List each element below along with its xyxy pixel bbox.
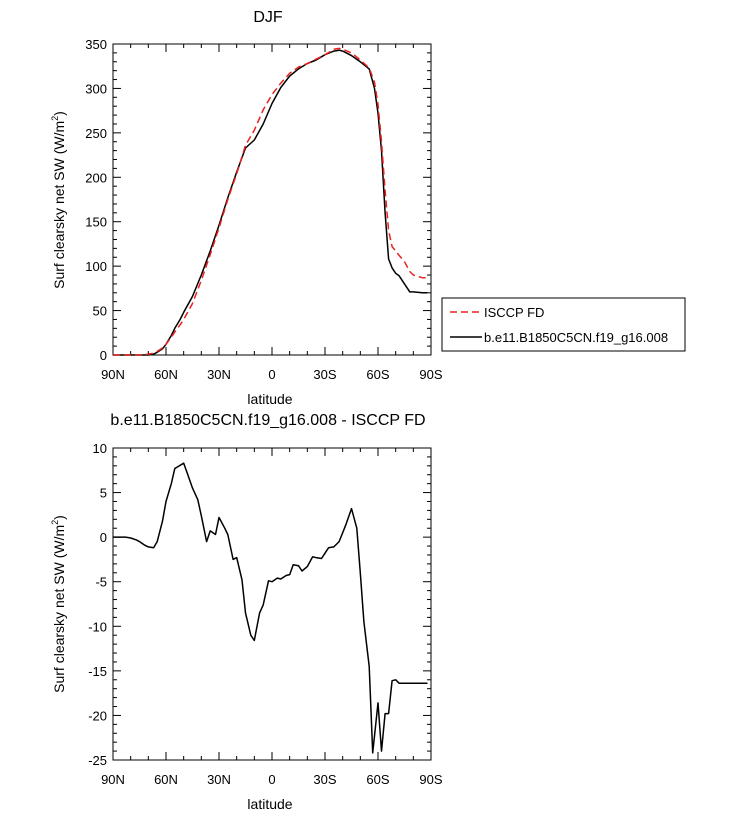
y-tick-label: -25 (88, 753, 107, 768)
y-tick-label: 100 (85, 259, 107, 274)
series-line-difference (113, 462, 428, 754)
chart-top-tick-labels: 90N 60N 30N 0 30S 60S 90S 0 50 100 150 200 250 300 350 (85, 37, 443, 382)
chart-top-title: DJF (253, 9, 283, 26)
x-tick-label: 90N (101, 367, 125, 382)
y-tick-label: -15 (88, 664, 107, 679)
chart-top-frame (112, 43, 432, 356)
y-tick-label: 350 (85, 37, 107, 52)
y-tick-label: 250 (85, 126, 107, 141)
chart-bottom-ticks (112, 447, 432, 761)
y-tick-label: 50 (93, 304, 107, 319)
y-tick-label: -20 (88, 708, 107, 723)
x-tick-label: 30N (207, 367, 231, 382)
x-tick-label: 30S (313, 772, 336, 787)
chart-bottom-frame (112, 447, 432, 761)
y-tick-label: 10 (93, 441, 107, 456)
chart-top-ticks (112, 43, 432, 356)
chart-top-ylabel-close: ) (51, 111, 67, 116)
y-tick-label: 0 (100, 348, 107, 363)
chart-bottom-ylabel-sup: 2 (50, 520, 60, 525)
legend-label-isccp-fd: ISCCP FD (484, 305, 544, 320)
chart-top-ylabel-sup: 2 (50, 116, 60, 121)
series-line-isccp-fd (113, 47, 428, 356)
chart-bottom-xlabel: latitude (247, 796, 292, 812)
x-tick-label: 60S (366, 367, 389, 382)
chart-top-xlabel: latitude (247, 391, 292, 407)
legend-label-model: b.e11.B1850C5CN.f19_g16.008 (484, 330, 668, 345)
chart-bottom-ylabel-main: Surf clearsky net SW (W/m (51, 525, 67, 693)
chart-top-legend: ISCCP FD b.e11.B1850C5CN.f19_g16.008 (441, 297, 686, 352)
chart-top-ylabel: Surf clearsky net SW (W/m2) (50, 111, 67, 289)
x-tick-label: 0 (268, 367, 275, 382)
chart-bottom-series (113, 462, 428, 754)
chart-bottom-ylabel-close: ) (51, 515, 67, 520)
chart-top: DJF 90N 60N 30N 0 30S 60S 90S 0 50 100 150 200 250 30… (50, 9, 686, 407)
y-tick-label: 300 (85, 81, 107, 96)
x-tick-label: 60N (154, 772, 178, 787)
chart-bottom: b.e11.B1850C5CN.f19_g16.008 - ISCCP FD 9… (50, 412, 443, 812)
series-line-b-e11-b1850c5cn-f19-g16-008 (113, 49, 428, 356)
y-tick-label: -10 (88, 619, 107, 634)
y-tick-label: -5 (95, 575, 107, 590)
x-tick-label: 90S (419, 772, 442, 787)
x-tick-label: 90S (419, 367, 442, 382)
y-tick-label: 0 (100, 530, 107, 545)
x-tick-label: 90N (101, 772, 125, 787)
chart-top-ylabel-main: Surf clearsky net SW (W/m (51, 121, 67, 289)
chart-bottom-ylabel: Surf clearsky net SW (W/m2) (50, 515, 67, 693)
y-tick-label: 5 (100, 486, 107, 501)
x-tick-label: 60N (154, 367, 178, 382)
x-tick-label: 60S (366, 772, 389, 787)
chart-bottom-tick-labels: 90N 60N 30N 0 30S 60S 90S -25 -20 -15 -10 -5 0 5 10 (88, 441, 443, 787)
legend-box (441, 297, 686, 352)
x-tick-label: 30S (313, 367, 336, 382)
chart-bottom-title: b.e11.B1850C5CN.f19_g16.008 - ISCCP FD (110, 412, 425, 429)
x-tick-label: 0 (268, 772, 275, 787)
chart-top-series (113, 47, 428, 356)
y-tick-label: 150 (85, 215, 107, 230)
y-tick-label: 200 (85, 170, 107, 185)
x-tick-label: 30N (207, 772, 231, 787)
